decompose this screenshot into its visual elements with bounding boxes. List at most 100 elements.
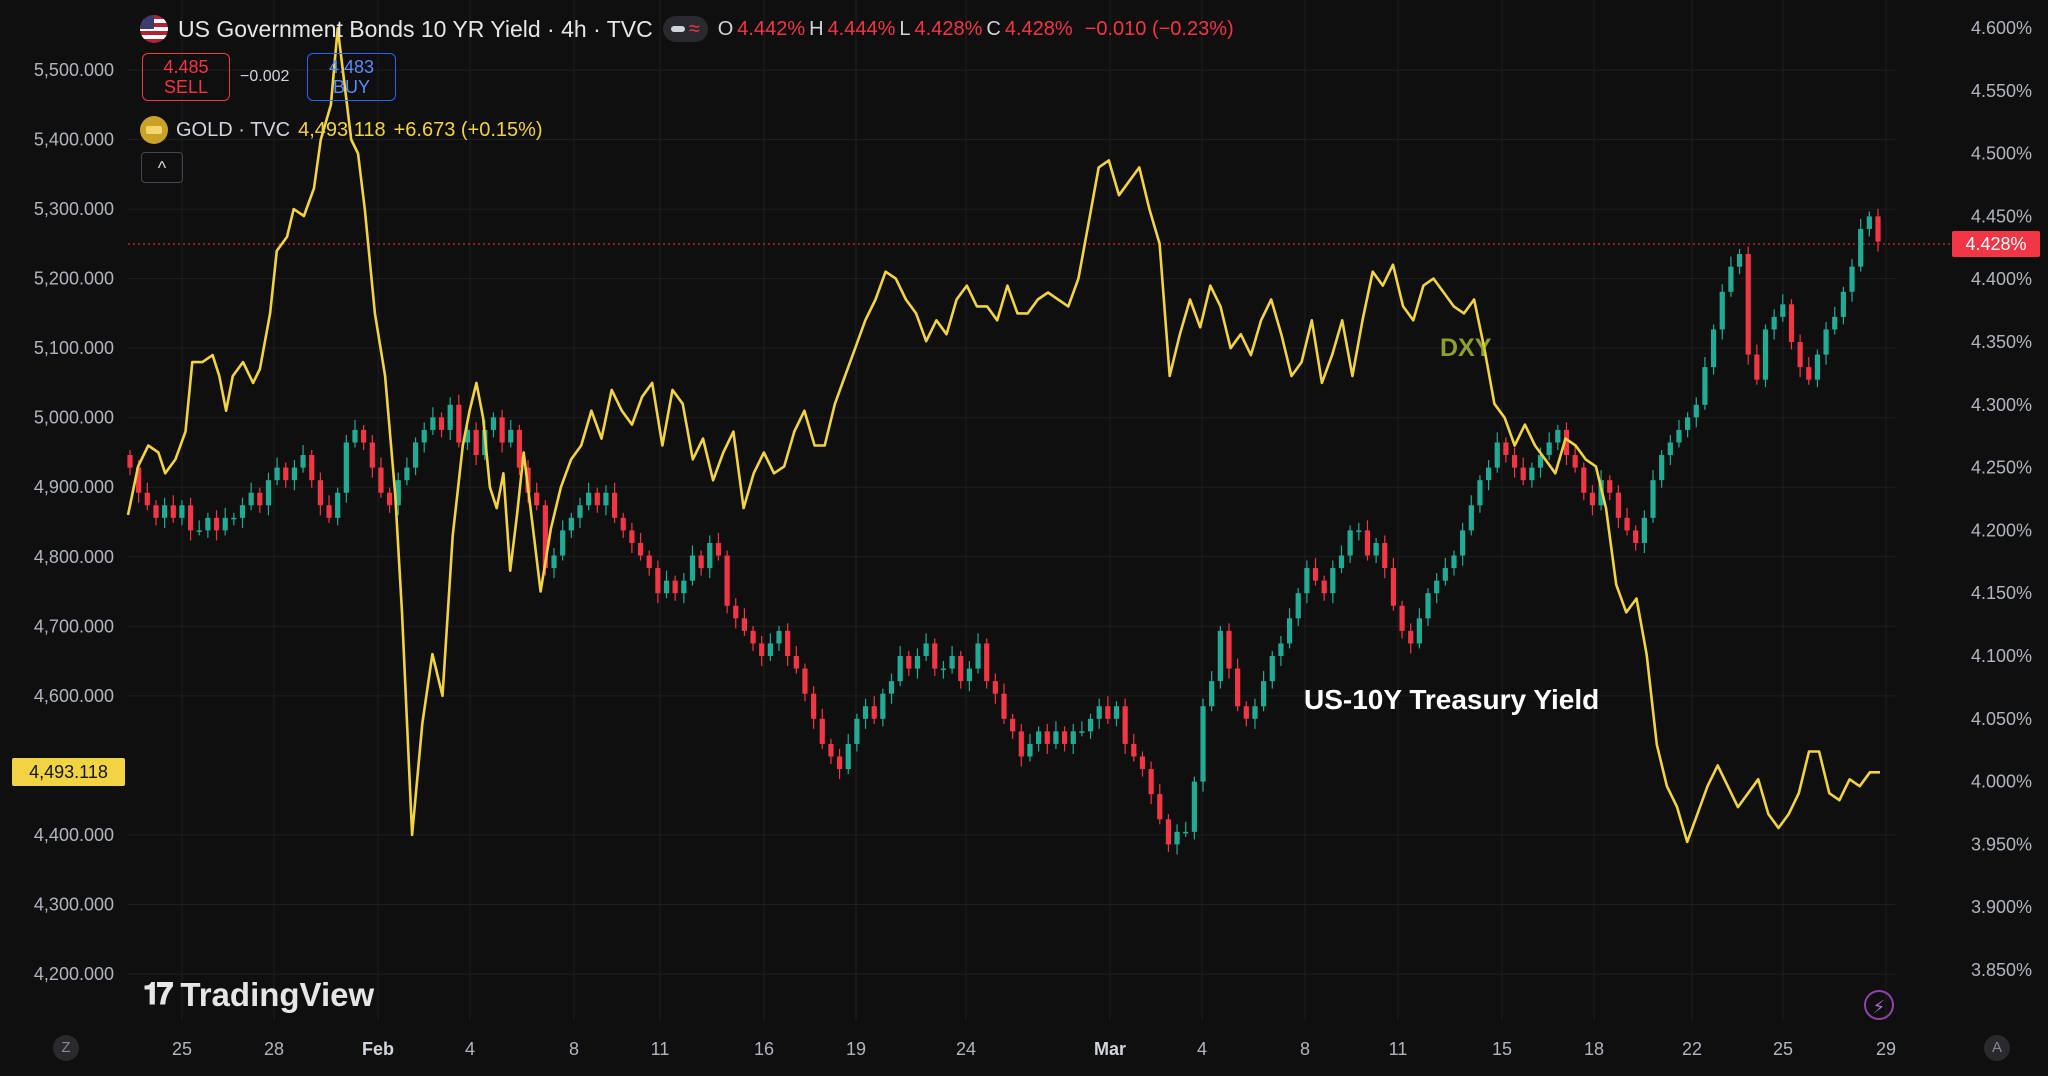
- candle-body: [637, 542, 644, 556]
- candle-body: [213, 517, 220, 531]
- zoom-button[interactable]: Z: [53, 1035, 79, 1061]
- candle-body: [1209, 681, 1215, 707]
- candle-body: [361, 429, 367, 443]
- time-axis-tick: 24: [956, 1039, 976, 1059]
- candle-body: [793, 656, 799, 669]
- candle-body: [1061, 731, 1068, 744]
- auto-scale-button[interactable]: A: [1984, 1035, 2010, 1061]
- lightning-icon[interactable]: ⚡: [1864, 990, 1894, 1020]
- right-axis-tick: 4.250%: [1971, 458, 2032, 478]
- tradingview-logo[interactable]: 𝟏𝟕 TradingView: [143, 976, 374, 1014]
- right-axis-tick: 3.950%: [1971, 834, 2032, 854]
- right-yield-axis[interactable]: 4.600% 4.550% 4.500% 4.450% 4.400% 4.350% 4.30…: [1971, 18, 2032, 980]
- time-axis-tick: 11: [1389, 1039, 1408, 1059]
- candle-body: [802, 668, 808, 694]
- time-axis-tick: 25: [1773, 1039, 1793, 1059]
- time-axis-tick: 25: [172, 1039, 192, 1059]
- candle-body: [1157, 794, 1163, 820]
- right-axis-tick: 4.400%: [1971, 269, 2032, 289]
- candle-body: [1278, 643, 1284, 656]
- gold-legend-name: GOLD · TVC: [176, 118, 291, 141]
- buy-button[interactable]: 4.483 BUY: [307, 53, 396, 101]
- candle-body: [845, 743, 851, 770]
- candle-body: [1321, 580, 1327, 594]
- candle-body: [257, 492, 263, 506]
- candle-body: [1347, 530, 1353, 556]
- candle-body: [1010, 718, 1016, 732]
- candle-body: [369, 442, 375, 468]
- candle-body: [577, 505, 583, 518]
- candle-body: [1806, 367, 1812, 380]
- candle-body: [1105, 706, 1111, 719]
- candle-body: [1434, 580, 1440, 594]
- candle-body: [179, 505, 185, 518]
- candle-body: [456, 404, 462, 443]
- candle-body: [170, 505, 176, 518]
- candle-body: [231, 517, 237, 520]
- candle-body: [975, 643, 981, 669]
- left-axis-tick: 4,700.000: [34, 616, 114, 636]
- candle-body: [1832, 316, 1838, 330]
- collapse-legend-button[interactable]: ^: [141, 152, 183, 183]
- candle-body: [300, 455, 306, 468]
- candle-body: [1408, 630, 1414, 644]
- candle-body: [750, 630, 756, 644]
- symbol-title[interactable]: US Government Bonds 10 YR Yield · 4h · T…: [178, 15, 653, 42]
- left-price-axis[interactable]: 5,500.000 5,400.000 5,300.000 5,200.000 5,10…: [34, 60, 114, 984]
- right-axis-tick: 4.300%: [1971, 395, 2032, 415]
- dxy-annotation: DXY: [1440, 334, 1492, 362]
- candle-body: [767, 643, 773, 656]
- candle-body: [1390, 568, 1397, 606]
- symbol-header[interactable]: US Government Bonds 10 YR Yield · 4h · T…: [140, 12, 1234, 46]
- buy-label: BUY: [332, 77, 370, 97]
- right-axis-tick: 4.450%: [1971, 206, 2032, 226]
- visibility-toggle[interactable]: ≈: [662, 16, 708, 42]
- candle-body: [672, 580, 678, 594]
- right-axis-tick: 4.200%: [1971, 520, 2032, 540]
- right-axis-tick: 3.850%: [1971, 960, 2032, 980]
- candle-body: [1849, 266, 1855, 292]
- candle-body: [1217, 630, 1223, 682]
- candle-body: [1615, 492, 1621, 518]
- candle-body: [1485, 467, 1492, 481]
- candle-body: [1399, 605, 1405, 631]
- candle-body: [1477, 480, 1483, 506]
- candle-body: [724, 555, 730, 606]
- candle-body: [343, 442, 349, 493]
- candle-body: [1650, 480, 1656, 518]
- gold-legend[interactable]: GOLD · TVC 4,493.118 +6.673 (+0.15%): [140, 116, 543, 144]
- candle-body: [1261, 681, 1267, 707]
- candle-body: [508, 429, 514, 443]
- low-label: L: [899, 17, 911, 40]
- sell-price: 4.485: [163, 57, 209, 77]
- candle-body: [715, 542, 722, 556]
- time-axis[interactable]: 25 28 Feb 4 8 11 16 19 24 Mar 4 8 11 15 18 22 25 29: [172, 1039, 1896, 1059]
- candle-body: [1036, 731, 1042, 744]
- candle-body: [1633, 530, 1639, 543]
- time-axis-tick: Mar: [1094, 1039, 1126, 1059]
- candle-body: [1044, 731, 1050, 744]
- candle-body: [1235, 668, 1241, 707]
- candle-body: [335, 492, 341, 518]
- open-label: O: [717, 17, 734, 40]
- candle-body: [1520, 467, 1526, 481]
- candle-body: [1814, 354, 1821, 380]
- sell-button[interactable]: 4.485 SELL: [142, 53, 230, 101]
- candle-body: [1624, 517, 1630, 531]
- candle-body: [1113, 706, 1120, 719]
- candle-body: [1304, 568, 1310, 594]
- time-axis-tick: 4: [465, 1039, 475, 1059]
- candle-body: [309, 455, 315, 481]
- candle-body: [1676, 429, 1682, 443]
- grid-lines: [128, 0, 1895, 1020]
- candle-body: [265, 480, 272, 506]
- time-axis-tick: 15: [1492, 1039, 1512, 1059]
- candle-body: [1312, 568, 1319, 581]
- left-axis-tick: 5,100.000: [34, 338, 114, 358]
- right-axis-tick: 4.000%: [1971, 772, 2032, 792]
- candle-body: [1364, 530, 1371, 556]
- candle-body: [1460, 530, 1466, 556]
- candle-body: [196, 530, 202, 532]
- candle-body: [611, 492, 618, 518]
